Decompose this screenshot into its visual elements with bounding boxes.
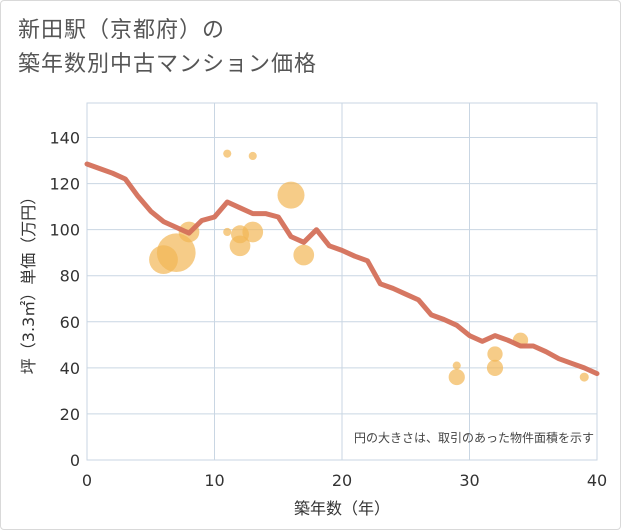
x-tick-label-20: 20: [332, 471, 352, 490]
x-tick-label-0: 0: [82, 471, 92, 490]
chart-title: 新田駅（京都府）の 築年数別中古マンション価格: [18, 14, 317, 82]
y-tick-label-140: 140: [49, 129, 80, 148]
bubble-8: [242, 221, 264, 243]
y-tick-label-60: 60: [60, 313, 80, 332]
bubble-16: [579, 372, 589, 382]
y-tick-label-100: 100: [49, 221, 80, 240]
y-tick-label-120: 120: [49, 175, 80, 194]
bubble-12: [448, 368, 465, 386]
y-tick-label-80: 80: [60, 267, 80, 286]
y-tick-label-20: 20: [60, 405, 80, 424]
y-axis-title: 坪（3.3㎡）単価（万円）: [19, 189, 38, 374]
bubble-10: [293, 244, 315, 266]
chart-title-line2: 築年数別中古マンション価格: [18, 52, 318, 77]
x-tick-label-40: 40: [587, 471, 607, 490]
bubble-6: [229, 235, 251, 257]
bubble-13: [487, 346, 503, 362]
average-price-line: [84, 161, 600, 377]
bubble-1: [156, 233, 196, 273]
bubble-4: [223, 227, 232, 237]
bubble-size-note: 円の大きさは、取引のあった物件面積を示す: [354, 430, 594, 445]
x-tick-label-10: 10: [204, 471, 224, 490]
x-axis-title: 築年数（年）: [294, 499, 390, 518]
chart-title-line1: 新田駅（京都府）の: [18, 18, 226, 43]
y-tick-label-40: 40: [60, 359, 80, 378]
bubble-11: [452, 361, 461, 370]
plot-border: [86, 102, 598, 461]
bubble-3: [223, 149, 232, 158]
bubble-14: [486, 359, 504, 376]
x-tick-label-30: 30: [459, 471, 479, 490]
y-tick-label-0: 0: [70, 451, 80, 470]
bubble-7: [248, 151, 257, 161]
bubble-9: [277, 181, 305, 209]
